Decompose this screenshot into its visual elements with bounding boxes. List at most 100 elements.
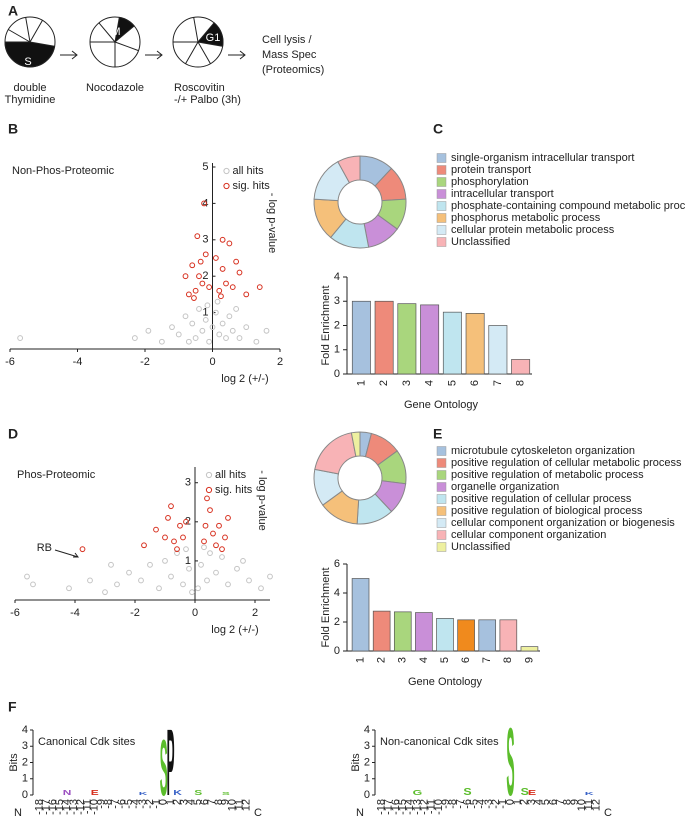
legend-label: intracellular transport [451, 188, 554, 200]
x-tick-label: 2 [171, 799, 183, 805]
y-tick-label: 6 [334, 558, 340, 570]
x-tick-label: -4 [476, 799, 488, 809]
panel-label: C [433, 121, 443, 137]
point [219, 236, 226, 243]
pie-divider [173, 17, 211, 64]
point [212, 309, 219, 316]
point [30, 581, 36, 588]
point [174, 546, 180, 553]
legend-swatch [436, 494, 447, 504]
x-tick-label: -17 [383, 799, 395, 815]
step-label: Thymidine [5, 94, 56, 106]
point [171, 538, 177, 545]
x-tick-label: 2 [376, 657, 388, 663]
x-tick-label: 5 [439, 657, 451, 663]
x-tick-label: 0 [192, 607, 198, 619]
y-tick-label: 1 [22, 773, 28, 785]
legend-label: single-organism intracellular transport [451, 152, 634, 164]
x-tick-label: 3 [397, 657, 409, 663]
sequence-end: N [356, 807, 364, 819]
x-tick-label: 3 [401, 380, 413, 386]
point [147, 561, 153, 568]
x-tick-label: -2 [144, 799, 156, 809]
point [213, 542, 219, 549]
x-tick-label: -14 [404, 799, 416, 815]
pie-divider [8, 17, 43, 43]
legend-swatch [436, 470, 447, 480]
x-tick-label: 4 [533, 799, 545, 805]
x-tick-label: 6 [469, 380, 481, 386]
logo-letter: S [463, 787, 472, 798]
y-tick-label: 1 [334, 344, 340, 356]
pie-wedge [4, 41, 56, 68]
bar [351, 578, 370, 652]
legend-label: all hits [233, 165, 265, 177]
x-tick-label: -14 [61, 799, 73, 815]
point [201, 544, 207, 551]
point [204, 495, 210, 502]
panel-label: A [8, 3, 18, 19]
point [199, 327, 206, 334]
legend-label: positive regulation of metabolic process [451, 469, 644, 481]
y-tick-label: 3 [202, 234, 208, 246]
step-label: (Proteomics) [262, 64, 324, 76]
x-tick-label: 5 [192, 799, 204, 805]
chart-title: Non-canonical Cdk sites [380, 736, 499, 748]
x-tick-label: 9 [220, 799, 232, 805]
point [225, 581, 231, 588]
x-tick-label: -3 [483, 799, 495, 809]
point [216, 331, 223, 338]
phase-label: G1 [206, 32, 221, 44]
point [158, 338, 165, 345]
point [204, 302, 211, 309]
y-axis-label: - log p-value [256, 470, 268, 531]
legend-swatch [436, 177, 447, 187]
point [243, 324, 250, 331]
y-axis-label: Bits [8, 753, 20, 772]
y-tick-label: 5 [202, 161, 208, 173]
point [216, 287, 223, 294]
point [233, 258, 240, 265]
point [222, 534, 228, 541]
point [267, 573, 273, 580]
legend-label: positive regulation of cellular metaboli… [451, 457, 682, 469]
point [194, 233, 201, 240]
phase-label: S [24, 56, 31, 68]
bar [372, 610, 391, 652]
point [219, 554, 225, 560]
annotation-arrow [54, 549, 79, 558]
x-tick-label: 8 [502, 657, 514, 663]
point [79, 546, 86, 553]
x-tick-label: 0 [158, 799, 170, 805]
x-tick-label: -4 [130, 799, 142, 809]
annotation: RB [37, 542, 52, 554]
point [126, 569, 132, 576]
point [236, 335, 243, 341]
panel-label: B [8, 121, 18, 137]
legend-label: microtubule cytoskeleton organization [451, 445, 635, 457]
panel-label: F [8, 699, 17, 715]
x-tick-label: 8 [515, 380, 527, 386]
point [199, 280, 206, 287]
bar [465, 313, 485, 375]
point [183, 546, 189, 553]
sequence-end: N [14, 807, 22, 819]
x-tick-label: -11 [426, 799, 438, 814]
x-tick-label: -9 [95, 799, 107, 809]
point [156, 585, 162, 592]
point [153, 526, 159, 533]
x-tick-label: 4 [185, 799, 197, 805]
bar [442, 311, 462, 375]
x-tick-label: -6 [10, 607, 20, 619]
legend-swatch [436, 458, 447, 468]
point [87, 577, 93, 584]
step-label: Mass Spec [262, 49, 317, 61]
legend-marker [205, 471, 213, 479]
x-tick-label: 7 [481, 657, 493, 663]
point [183, 518, 189, 525]
x-axis-label: Gene Ontology [408, 676, 482, 688]
step-label: Cell lysis / [262, 34, 312, 46]
x-tick-label: 11 [234, 799, 246, 810]
point [168, 503, 174, 510]
x-tick-label: 1 [355, 380, 367, 386]
